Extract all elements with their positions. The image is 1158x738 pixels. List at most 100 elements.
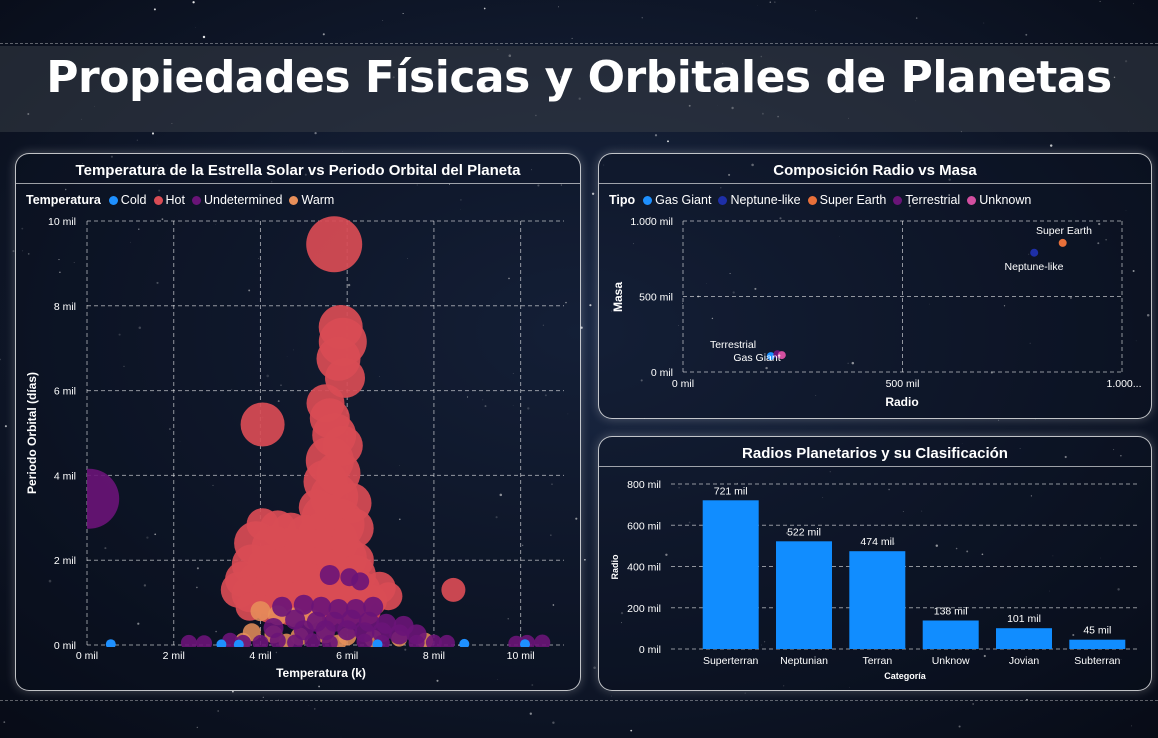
star bbox=[379, 376, 380, 377]
scatter-legend-title: Temperatura bbox=[26, 193, 101, 207]
star bbox=[21, 227, 24, 230]
star bbox=[153, 8, 156, 11]
star bbox=[706, 283, 707, 284]
star bbox=[138, 326, 142, 330]
data-point-cold bbox=[105, 639, 116, 647]
composition-panel[interactable]: Composición Radio vs Masa Tipo Gas Giant… bbox=[598, 153, 1152, 419]
scatter-plot[interactable]: 0 mil 2 mil 4 mil 6 mil 8 mil 10 mil 0 mil 2 mi… bbox=[16, 154, 580, 690]
star bbox=[935, 544, 939, 547]
data-point-warm bbox=[250, 601, 271, 622]
x-tick-label: 4 mil bbox=[249, 650, 271, 662]
star bbox=[720, 187, 722, 189]
star bbox=[48, 579, 52, 583]
star bbox=[593, 666, 596, 670]
legend-item-cold[interactable]: Cold bbox=[108, 193, 147, 207]
star bbox=[118, 333, 121, 336]
star bbox=[286, 356, 288, 357]
data-point-undetermined bbox=[389, 624, 410, 645]
star bbox=[1125, 210, 1127, 212]
star bbox=[630, 729, 633, 732]
legend-item-gas-giant[interactable]: Gas Giant bbox=[643, 193, 711, 207]
scatter-panel[interactable]: Temperatura de la Estrella Solar vs Peri… bbox=[15, 153, 581, 691]
star bbox=[815, 10, 817, 12]
x-tick-label: Jovian bbox=[1009, 655, 1040, 667]
legend-dot-cold bbox=[108, 195, 118, 205]
legend-dot-unknown bbox=[967, 195, 977, 205]
x-tick-label: Superterran bbox=[703, 655, 759, 667]
legend-item-undetermined[interactable]: Undetermined bbox=[191, 193, 282, 207]
star bbox=[130, 241, 131, 243]
legend-item-hot[interactable]: Hot bbox=[153, 193, 185, 207]
star bbox=[765, 366, 768, 370]
star bbox=[64, 188, 67, 191]
star bbox=[531, 169, 532, 171]
x-axis-title: Categoría bbox=[884, 671, 927, 681]
legend-item-warm[interactable]: Warm bbox=[289, 193, 334, 207]
star bbox=[482, 399, 484, 401]
y-tick-label: 200 mil bbox=[627, 603, 661, 615]
star bbox=[1026, 698, 1028, 701]
data-point-hot bbox=[306, 216, 363, 273]
data-point-neptune-like bbox=[1030, 248, 1039, 257]
star bbox=[248, 289, 251, 292]
star bbox=[769, 1, 772, 3]
star bbox=[589, 304, 592, 307]
star bbox=[138, 228, 140, 230]
x-axis-title: Radio bbox=[885, 395, 918, 409]
star bbox=[580, 326, 583, 329]
star bbox=[1028, 253, 1030, 255]
data-point-cold bbox=[520, 639, 530, 647]
star bbox=[404, 648, 407, 651]
legend-item-unknown[interactable]: Unknown bbox=[967, 193, 1031, 207]
star bbox=[137, 622, 140, 625]
star bbox=[104, 547, 107, 550]
star bbox=[33, 415, 35, 418]
legend-item-neptune-like[interactable]: Neptune-like bbox=[718, 193, 801, 207]
data-point-hot bbox=[441, 577, 466, 602]
star bbox=[688, 521, 691, 524]
star bbox=[711, 317, 714, 320]
star bbox=[529, 712, 532, 715]
data-point-undetermined bbox=[534, 634, 551, 647]
star bbox=[416, 184, 418, 186]
star bbox=[484, 405, 487, 408]
star bbox=[611, 695, 612, 697]
star bbox=[1099, 557, 1101, 559]
star bbox=[266, 374, 269, 378]
data-point-undetermined bbox=[319, 565, 340, 585]
data-point-super-earth bbox=[1058, 238, 1067, 247]
scatter-panel-separator bbox=[16, 183, 580, 184]
y-tick-label: 8 mil bbox=[54, 301, 76, 313]
star bbox=[575, 517, 578, 520]
x-tick-label: Unknow bbox=[932, 655, 970, 667]
star bbox=[82, 163, 83, 165]
star bbox=[59, 271, 61, 274]
star bbox=[1131, 725, 1132, 727]
bar-panel[interactable]: Radios Planetarios y su Clasificación 0 … bbox=[598, 436, 1152, 691]
x-tick-label: 6 mil bbox=[336, 650, 358, 662]
star bbox=[1105, 239, 1107, 241]
star bbox=[1072, 633, 1075, 637]
legend-dot-super-earth bbox=[807, 195, 817, 205]
star bbox=[558, 6, 559, 8]
star bbox=[921, 510, 923, 512]
star bbox=[212, 484, 214, 486]
star bbox=[783, 685, 785, 687]
x-tick-label: 10 mil bbox=[507, 650, 535, 662]
star bbox=[1069, 296, 1073, 299]
bar-panel-separator bbox=[599, 466, 1151, 467]
star bbox=[196, 567, 199, 570]
bar-chart[interactable]: 0 mil 200 mil 400 mil 600 mil 800 mil Radio Ca… bbox=[599, 437, 1151, 690]
star bbox=[3, 721, 6, 723]
legend-item-super-earth[interactable]: Super Earth bbox=[807, 193, 886, 207]
star bbox=[1120, 658, 1122, 660]
composition-panel-title: Composición Radio vs Masa bbox=[773, 162, 977, 179]
legend-item-terrestrial[interactable]: Terrestrial bbox=[893, 193, 960, 207]
data-point-undetermined bbox=[408, 634, 425, 647]
star bbox=[280, 384, 282, 387]
legend-dot-gas-giant bbox=[643, 195, 653, 205]
data-point-undetermined bbox=[356, 633, 373, 647]
star bbox=[156, 281, 159, 284]
composition-legend-title: Tipo bbox=[609, 193, 636, 207]
